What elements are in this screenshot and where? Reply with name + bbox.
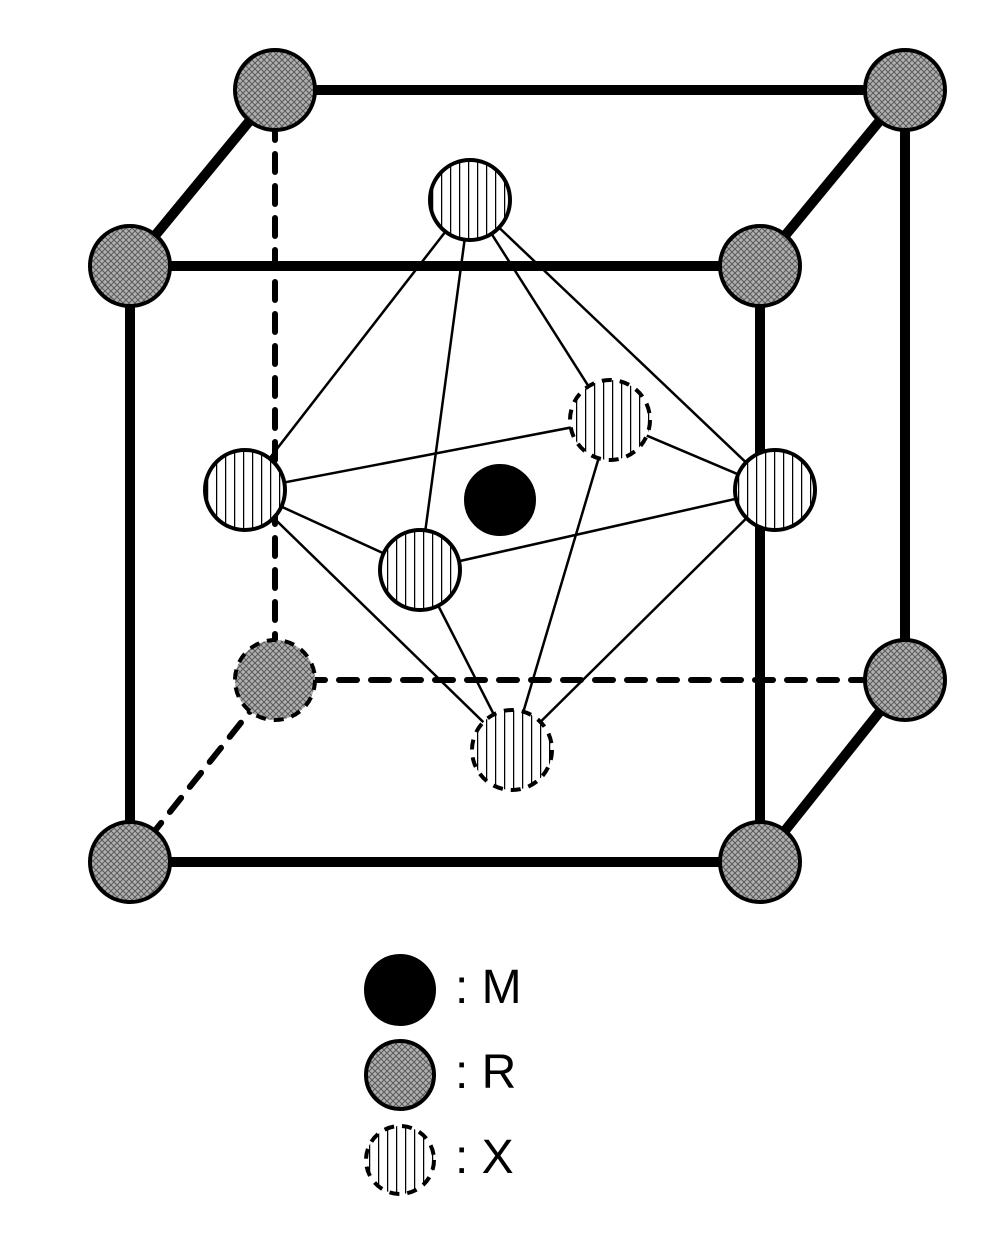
atom-R-front_tl (90, 226, 170, 306)
atom-R-back_br (865, 640, 945, 720)
legend-swatch-X (366, 1126, 434, 1194)
atom-R-back_tr (865, 50, 945, 130)
legend-label-X: : X (455, 1130, 514, 1185)
atom-X-back (570, 380, 650, 460)
legend-swatch-R (366, 1041, 434, 1109)
legend-swatch-M (366, 956, 434, 1024)
legend-label-R: : R (455, 1045, 516, 1100)
atom-center (466, 466, 534, 534)
atom-X-left (205, 450, 285, 530)
perovskite-diagram: : M : R : X (0, 0, 984, 1237)
atom-R-front_br (720, 822, 800, 902)
atom-R-back_tl (235, 50, 315, 130)
atom-X-front (380, 530, 460, 610)
atom-X-right (735, 450, 815, 530)
atom-M-center (466, 466, 534, 534)
atom-R-back_bl (235, 640, 315, 720)
atom-X-bottom (472, 710, 552, 790)
legend-label-M: : M (455, 960, 522, 1015)
atom-R-front_tr (720, 226, 800, 306)
atom-X-top (430, 160, 510, 240)
atom-R-front_bl (90, 822, 170, 902)
